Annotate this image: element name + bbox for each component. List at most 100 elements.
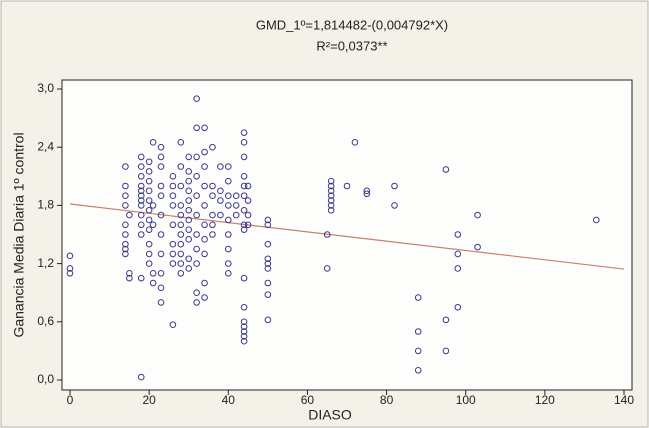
point bbox=[145, 187, 153, 195]
point bbox=[177, 163, 185, 170]
point bbox=[224, 216, 232, 224]
point bbox=[240, 303, 248, 311]
point bbox=[244, 197, 252, 204]
point bbox=[442, 166, 450, 173]
point bbox=[66, 265, 74, 272]
point bbox=[122, 202, 129, 209]
y-tick-label: 0,0 bbox=[37, 372, 54, 386]
point bbox=[454, 250, 462, 258]
point bbox=[145, 240, 153, 248]
point bbox=[217, 187, 224, 195]
point bbox=[201, 221, 208, 229]
point bbox=[391, 182, 398, 190]
point bbox=[177, 211, 185, 219]
point bbox=[240, 333, 248, 340]
point bbox=[209, 221, 216, 229]
point bbox=[169, 240, 177, 248]
point bbox=[122, 163, 129, 170]
point bbox=[240, 129, 248, 136]
point bbox=[209, 211, 216, 219]
point bbox=[224, 270, 232, 277]
point bbox=[169, 250, 177, 258]
point bbox=[264, 260, 272, 267]
y-tick-label: 1,2 bbox=[37, 256, 54, 270]
point bbox=[145, 226, 153, 233]
point bbox=[193, 153, 200, 161]
point bbox=[193, 124, 200, 132]
point bbox=[177, 250, 185, 258]
point bbox=[442, 316, 450, 324]
point bbox=[264, 255, 272, 263]
point bbox=[157, 192, 165, 199]
point bbox=[177, 139, 185, 146]
point bbox=[442, 347, 450, 355]
point bbox=[232, 192, 240, 199]
point bbox=[264, 316, 272, 324]
point bbox=[193, 299, 200, 306]
point bbox=[126, 270, 133, 277]
point bbox=[201, 182, 208, 190]
point bbox=[264, 221, 272, 229]
point bbox=[145, 260, 153, 267]
point bbox=[264, 279, 272, 287]
point bbox=[185, 206, 193, 214]
point bbox=[474, 243, 481, 251]
point bbox=[177, 202, 185, 209]
point bbox=[209, 182, 216, 190]
point bbox=[240, 226, 248, 233]
point bbox=[185, 187, 193, 195]
point bbox=[193, 211, 200, 219]
point bbox=[137, 197, 145, 204]
point bbox=[209, 192, 216, 199]
point bbox=[137, 173, 145, 180]
point bbox=[137, 231, 145, 238]
point bbox=[185, 265, 193, 272]
point bbox=[201, 236, 208, 243]
x-tick-label: 140 bbox=[614, 393, 634, 407]
point bbox=[122, 240, 129, 248]
point bbox=[264, 291, 272, 298]
point bbox=[224, 231, 232, 238]
point bbox=[240, 274, 248, 282]
point bbox=[177, 260, 185, 267]
point bbox=[185, 255, 193, 263]
point bbox=[157, 153, 165, 161]
point bbox=[201, 124, 208, 132]
point bbox=[149, 202, 157, 209]
point bbox=[474, 211, 481, 219]
point bbox=[217, 163, 224, 170]
point bbox=[157, 143, 165, 151]
point bbox=[122, 221, 129, 229]
point bbox=[414, 328, 422, 335]
x-tick-label: 120 bbox=[535, 393, 555, 407]
point bbox=[137, 202, 145, 209]
point bbox=[185, 197, 193, 204]
point bbox=[157, 299, 165, 306]
point bbox=[185, 226, 193, 233]
point bbox=[193, 289, 200, 297]
point bbox=[327, 182, 335, 190]
point bbox=[414, 347, 422, 355]
point bbox=[454, 231, 462, 238]
point bbox=[122, 192, 129, 199]
point bbox=[137, 274, 145, 282]
point bbox=[145, 197, 153, 204]
point bbox=[201, 163, 208, 170]
y-tick-label: 1,8 bbox=[37, 198, 54, 212]
point bbox=[240, 206, 248, 214]
point bbox=[224, 163, 232, 170]
point bbox=[177, 240, 185, 248]
point bbox=[193, 231, 200, 238]
point bbox=[177, 182, 185, 190]
y-tick-label: 3,0 bbox=[37, 81, 54, 95]
y-tick-label: 0,6 bbox=[37, 314, 54, 328]
point bbox=[201, 294, 208, 301]
point bbox=[157, 182, 165, 190]
point bbox=[193, 245, 200, 253]
point bbox=[169, 182, 177, 190]
point bbox=[122, 182, 129, 190]
point bbox=[169, 260, 177, 267]
point bbox=[327, 202, 335, 209]
point bbox=[145, 206, 153, 214]
point bbox=[414, 294, 422, 301]
